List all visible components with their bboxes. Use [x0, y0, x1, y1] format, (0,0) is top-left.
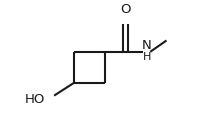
Text: O: O [120, 3, 131, 16]
Text: N: N [142, 39, 152, 52]
Text: H: H [143, 52, 151, 62]
Text: HO: HO [25, 93, 46, 106]
